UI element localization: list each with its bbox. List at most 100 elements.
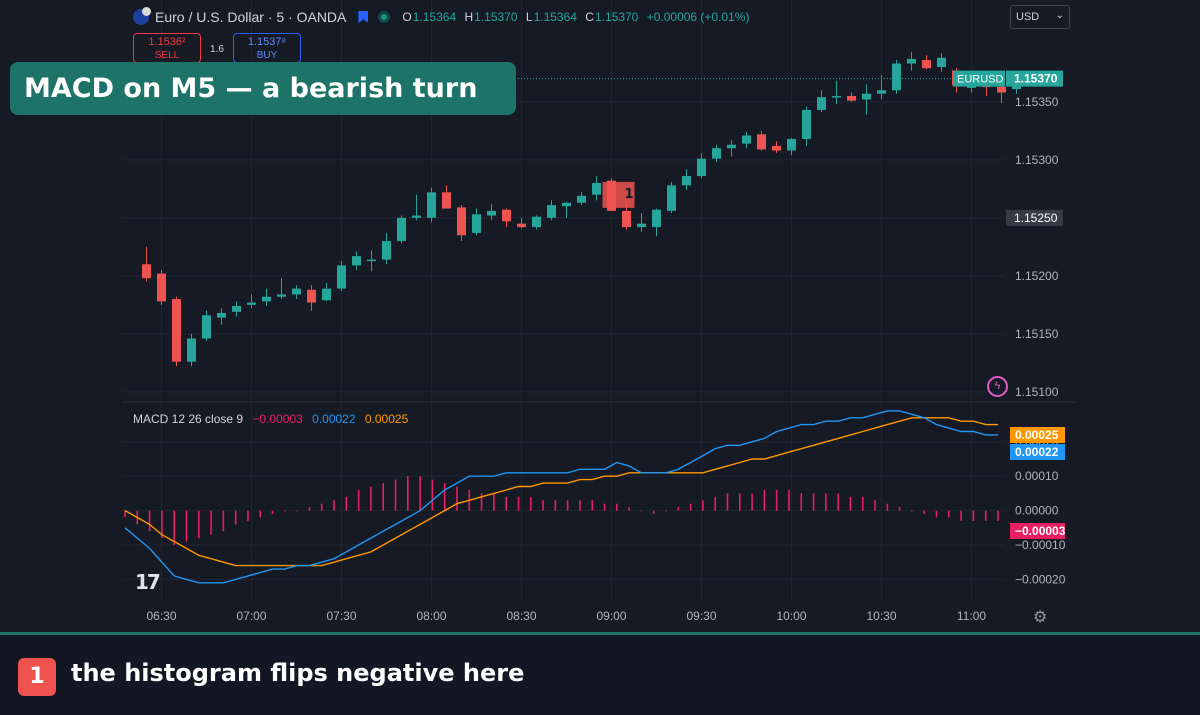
macd-tick-label: 0.00010 [1015, 469, 1059, 483]
candle-body [472, 214, 481, 233]
price-tick-label: 1.15150 [1015, 327, 1059, 341]
candle-body [442, 192, 451, 209]
candle-body [487, 210, 496, 216]
macd-histogram-tag-label: −0.00003 [1015, 524, 1066, 538]
candle-body [757, 134, 766, 150]
candle-body [862, 93, 871, 100]
arrow-down-marker-icon [602, 181, 635, 208]
ohlc-open-key: O [402, 10, 412, 24]
macd-signal-tag-label: 0.00025 [1015, 428, 1059, 442]
annotation-text: the histogram flips negative here [71, 659, 525, 687]
candle-body [847, 96, 856, 101]
time-tick-label: 10:30 [866, 609, 896, 623]
candle-body [277, 294, 286, 297]
annotation-footer: 1 the histogram flips negative here [0, 632, 1200, 715]
time-tick-label: 06:30 [146, 609, 176, 623]
macd-macd-tag-label: 0.00022 [1015, 445, 1059, 459]
candle-body [307, 289, 316, 303]
candle-body [622, 210, 631, 228]
marker-label: 1 [625, 187, 634, 202]
ohlc-close-key: C [585, 10, 594, 24]
candle-body [817, 97, 826, 110]
candle-body [262, 296, 271, 302]
candle-body [802, 109, 811, 139]
price-tick-label: 1.15350 [1015, 95, 1059, 109]
candle-body [292, 288, 301, 295]
time-tick-label: 11:00 [957, 609, 986, 623]
time-tick-label: 07:30 [326, 609, 356, 623]
macd-tick-label: −0.00020 [1015, 572, 1066, 586]
candle-body [997, 86, 1006, 93]
buy-button[interactable]: 1.1537⁸ BUY [233, 33, 301, 63]
candle-body [547, 205, 556, 218]
symbol-title[interactable]: Euro / U.S. Dollar · 5 · OANDA [155, 9, 347, 25]
candle-body [922, 60, 931, 69]
bolt-icon[interactable]: ϟ [987, 376, 1008, 397]
macd-indicator-label[interactable]: MACD 12 26 close 9 [133, 412, 244, 426]
ohlc-low-key: L [525, 10, 533, 24]
candle-body [172, 299, 181, 362]
candle-body [247, 302, 256, 305]
candle-body [787, 138, 796, 151]
macd-signal-line [124, 417, 998, 567]
title-banner: MACD on M5 — a bearish turn [10, 62, 516, 115]
last-price-label: 1.15370 [1014, 72, 1058, 86]
spread-value: 1.6 [210, 44, 224, 55]
time-tick-label: 09:30 [686, 609, 716, 623]
candle-body [367, 259, 376, 262]
sell-label: SELL [154, 50, 180, 61]
price-tick-label: 1.15300 [1015, 153, 1059, 167]
candle-body [652, 209, 661, 228]
candle-body [697, 158, 706, 177]
ohlc-low-value: 1.15364 [533, 10, 577, 24]
candle-body [667, 185, 676, 211]
candle-body [517, 223, 526, 228]
candle-body [562, 202, 571, 207]
ohlc-close-value: 1.15370 [594, 10, 639, 24]
candle-body [502, 209, 511, 222]
candle-body [877, 90, 886, 94]
gear-icon[interactable]: ⚙ [1033, 609, 1048, 626]
sell-button[interactable]: 1.1536² SELL [133, 33, 201, 63]
macd-histogram-tag [1010, 523, 1065, 539]
status-dot-icon [378, 11, 391, 23]
candle-body [892, 63, 901, 91]
time-tick-label: 10:00 [776, 609, 806, 623]
candle-body [232, 306, 241, 312]
currency-select[interactable]: USD ⌄ [1010, 5, 1070, 29]
chart-area[interactable]: 1 1.15350 1.15300 1.15250 1.15200 1.15150 1.15… [0, 0, 1200, 632]
macd-macd-tag [1010, 444, 1065, 460]
chevron-down-icon: ⌄ [1055, 10, 1064, 21]
time-tick-label: 07:00 [236, 609, 266, 623]
price-tick-label: 1.15200 [1015, 269, 1059, 283]
chart-canvas[interactable]: 1 1.15350 1.15300 1.15250 1.15200 1.15150 1.15… [0, 0, 1200, 632]
time-tick-label: 09:00 [596, 609, 626, 623]
candle-body [397, 217, 406, 242]
candle-body [202, 315, 211, 339]
buy-label: BUY [256, 50, 278, 61]
crosshair-price-tag [1006, 209, 1063, 226]
market-flag-icon [358, 11, 369, 23]
eu-flag-icon [133, 7, 151, 25]
symbol-tag-label: EURUSD [957, 74, 1004, 86]
candle-body [967, 85, 976, 88]
candle-body [427, 192, 436, 218]
candle-body [772, 145, 781, 151]
candle-body [577, 195, 586, 203]
ohlc-open-value: 1.15364 [412, 10, 457, 24]
candle-body [637, 223, 646, 228]
candle-body [217, 312, 226, 318]
currency-label: USD [1016, 11, 1040, 23]
symbol-legend: Euro / U.S. Dollar · 5 · OANDA O1.15364 … [133, 7, 754, 25]
candle-body [937, 57, 946, 68]
candle-body [322, 288, 331, 301]
macd-signal-tag [1010, 427, 1065, 443]
macd-line [124, 410, 998, 584]
candle-body [337, 265, 346, 289]
annotation-badge: 1 [18, 658, 56, 696]
tradingview-logo-icon[interactable]: 17 [135, 570, 161, 594]
crosshair-price-label: 1.15250 [1014, 211, 1058, 225]
candle-body [742, 135, 751, 144]
buy-price: 1.1537⁸ [247, 36, 287, 48]
macd-signal-value: 0.00025 [364, 412, 409, 426]
